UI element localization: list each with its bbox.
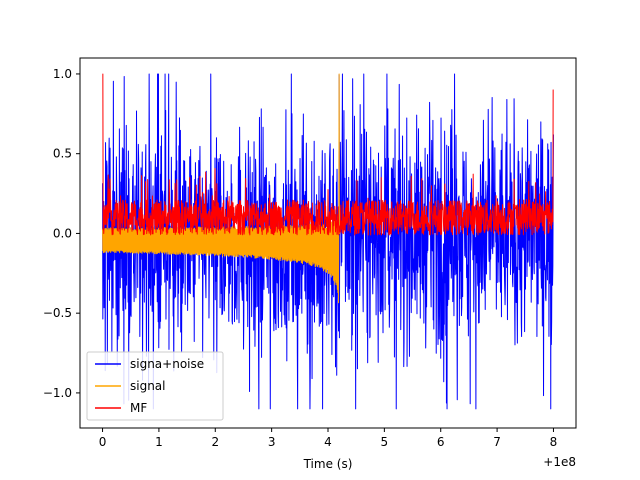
x-axis-label: Time (s) [303,457,353,471]
y-tick-label: 1.0 [53,67,72,81]
legend-box [86,351,224,421]
x-tick-label: 0 [99,435,107,449]
series-layer [102,73,554,410]
y-tick-label: −1.0 [43,386,72,400]
series-signal [102,73,341,304]
y-tick-label: 0.0 [53,226,72,240]
y-tick-label: −0.5 [43,306,72,320]
legend-label-signa-noise: signa+noise [130,357,204,371]
x-tick-label: 1 [155,435,163,449]
legend-label-signal: signal [130,379,166,393]
x-tick-label: 3 [268,435,276,449]
x-tick-label: 6 [437,435,445,449]
y-tick-label: 0.5 [53,147,72,161]
x-axis: 0 1 2 3 4 5 6 7 8 [99,428,558,449]
x-axis-offset-label: +1e8 [543,455,576,469]
x-tick-label: 8 [550,435,558,449]
legend-label-mf: MF [130,401,147,415]
series-mf [102,73,554,236]
x-tick-label: 5 [381,435,389,449]
x-tick-label: 4 [324,435,332,449]
x-tick-label: 2 [211,435,219,449]
x-tick-label: 7 [493,435,501,449]
legend: signa+noise signal MF [86,351,224,421]
y-axis: 1.0 0.5 0.0 −0.5 −1.0 [43,67,80,400]
